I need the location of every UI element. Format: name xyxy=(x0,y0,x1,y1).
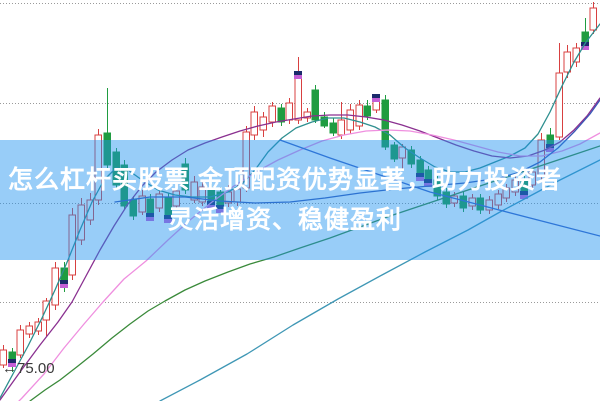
latest-price-label: ←75.00 xyxy=(2,360,55,377)
candle-body xyxy=(120,164,128,207)
candle-body xyxy=(68,214,76,276)
signal-marker xyxy=(424,183,432,187)
signal-marker xyxy=(146,217,154,221)
signal-marker xyxy=(416,177,424,181)
candle-body xyxy=(528,171,536,186)
signal-marker xyxy=(8,363,16,367)
candle-body xyxy=(311,89,319,121)
candle-body xyxy=(242,131,250,189)
candle-body xyxy=(190,181,198,201)
candle-body xyxy=(390,144,398,160)
candle-body xyxy=(372,100,380,111)
signal-marker xyxy=(207,205,215,209)
candle-body xyxy=(25,325,33,335)
ma-navy-descending xyxy=(279,139,600,237)
candle-body xyxy=(329,122,337,134)
signal-marker xyxy=(520,195,528,199)
candle-body xyxy=(563,51,571,73)
candle-body xyxy=(42,300,50,321)
candle-body xyxy=(433,179,441,197)
signal-marker xyxy=(546,144,554,148)
ma-green xyxy=(29,145,600,401)
price-arrow-icon: ← xyxy=(2,360,17,377)
candle-body xyxy=(94,134,102,201)
ma-blue-wavy xyxy=(114,99,600,204)
candle-body xyxy=(250,111,258,136)
signal-marker xyxy=(8,359,16,363)
candle-body xyxy=(320,116,328,127)
candle-body xyxy=(77,204,85,241)
candle-body xyxy=(537,139,545,176)
candle-body xyxy=(589,7,597,31)
signal-marker xyxy=(581,46,589,50)
ma-cyan-slow xyxy=(159,159,600,401)
signal-marker xyxy=(216,205,224,209)
candle-body xyxy=(8,351,16,361)
signal-marker xyxy=(424,179,432,183)
candle-body xyxy=(198,186,206,203)
candle-body xyxy=(259,116,267,131)
candle-body xyxy=(277,107,285,123)
candle-body xyxy=(502,187,510,199)
candle-body xyxy=(181,163,189,191)
candle-body xyxy=(294,77,302,121)
candle-body xyxy=(337,119,345,136)
candle-body xyxy=(363,105,371,117)
signal-marker xyxy=(216,209,224,213)
signal-marker xyxy=(164,215,172,219)
promo-caption-line1: 怎么杠杆买股票 金顶配资优势显著，助力投资者 xyxy=(8,166,562,194)
price-value: 75.00 xyxy=(17,360,55,377)
signal-marker xyxy=(416,173,424,177)
ma-violet xyxy=(0,97,600,401)
signal-marker xyxy=(60,280,68,284)
signal-marker xyxy=(294,71,302,75)
candle-body xyxy=(103,132,111,166)
candle-body xyxy=(51,267,59,306)
candle-body xyxy=(285,102,293,121)
candle-body xyxy=(138,195,146,213)
candle-body xyxy=(381,99,389,148)
candle-body xyxy=(155,193,163,209)
ma-fast-teal xyxy=(0,23,600,399)
candle-body xyxy=(0,349,7,366)
candle-body xyxy=(511,179,519,193)
signal-marker xyxy=(372,94,380,98)
candle-body xyxy=(16,329,24,356)
candle-body xyxy=(494,193,502,206)
promo-caption-line2: 灵活增资、稳健盈利 xyxy=(167,206,402,234)
candle-body xyxy=(86,199,94,221)
signal-marker xyxy=(294,75,302,79)
promo-overlay-band: 怎么杠杆买股票 金顶配资优势显著，助力投资者 灵活增资、稳健盈利 xyxy=(0,140,600,260)
signal-marker xyxy=(146,213,154,217)
signal-marker xyxy=(520,191,528,195)
signal-marker xyxy=(372,98,380,102)
candle-body xyxy=(172,190,180,207)
ma-pink xyxy=(18,129,600,401)
candle-body xyxy=(485,199,493,211)
signal-marker xyxy=(546,148,554,152)
candle-body xyxy=(572,47,580,63)
candle-body xyxy=(398,146,406,159)
candle-body xyxy=(303,111,311,119)
candle-body xyxy=(555,72,563,138)
candle-body xyxy=(407,149,415,165)
signal-marker xyxy=(164,219,172,223)
signal-marker xyxy=(60,284,68,288)
candle-body xyxy=(581,31,589,44)
candle-body xyxy=(268,105,276,123)
